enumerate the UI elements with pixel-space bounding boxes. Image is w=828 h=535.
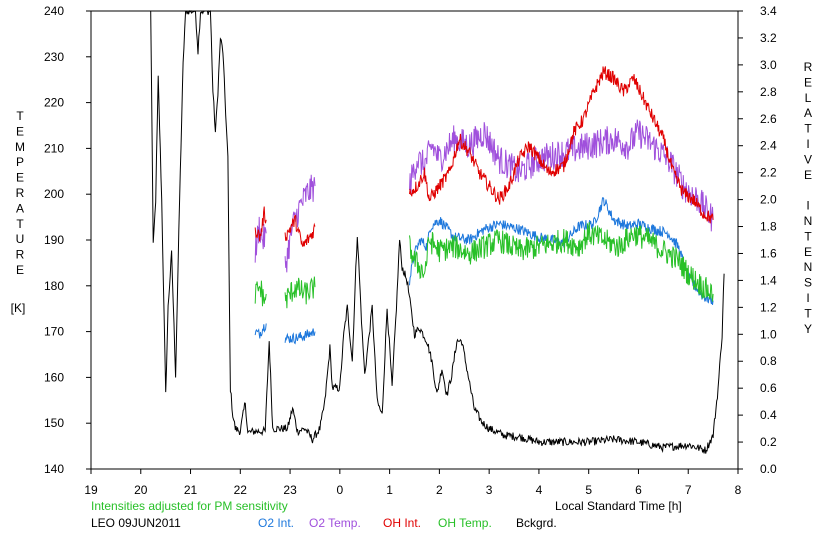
left-axis-letter: A bbox=[16, 201, 24, 215]
right-tick-label: 3.4 bbox=[760, 4, 777, 18]
left-tick-label: 240 bbox=[44, 4, 64, 18]
series-layer bbox=[150, 10, 725, 454]
left-axis-letter: E bbox=[16, 171, 24, 185]
right-tick-label: 1.2 bbox=[760, 300, 777, 314]
site-text: LEO 09JUN2011 bbox=[91, 516, 181, 530]
x-tick-label: 5 bbox=[585, 483, 592, 497]
right-axis-letter: N bbox=[804, 260, 813, 274]
right-axis-letter: L bbox=[805, 91, 812, 105]
series-line-o2-int bbox=[284, 328, 316, 345]
left-axis-letter: E bbox=[16, 263, 24, 277]
x-tick-label: 22 bbox=[234, 483, 248, 497]
x-tick-label: 2 bbox=[436, 483, 443, 497]
left-tick-label: 170 bbox=[44, 325, 64, 339]
left-axis-unit: [K] bbox=[11, 301, 26, 315]
x-tick-label: 3 bbox=[486, 483, 493, 497]
x-tick-label: 8 bbox=[735, 483, 742, 497]
x-tick-label: 23 bbox=[283, 483, 297, 497]
left-tick-label: 160 bbox=[44, 370, 64, 384]
series-line-o2-int bbox=[254, 323, 267, 339]
left-axis-letter: E bbox=[16, 124, 24, 138]
right-tick-label: 1.6 bbox=[760, 246, 777, 260]
left-axis-letter: T bbox=[16, 217, 24, 231]
right-tick-label: 3.0 bbox=[760, 58, 777, 72]
series-line-o2-temp bbox=[254, 216, 267, 263]
right-axis-letter: I bbox=[806, 137, 809, 151]
series-line-oh-int bbox=[409, 66, 714, 224]
series-line-o2-temp bbox=[284, 174, 316, 273]
right-axis-letter: T bbox=[804, 229, 812, 243]
right-axis-letter: I bbox=[806, 291, 809, 305]
series-line-oh-temp bbox=[409, 221, 714, 302]
right-tick-label: 0.6 bbox=[760, 381, 777, 395]
x-axis-title: Local Standard Time [h] bbox=[555, 499, 682, 513]
axis-layer: 1401501601701801902002102202302400.00.20… bbox=[44, 4, 777, 497]
series-line-bckgrd bbox=[150, 10, 725, 454]
left-tick-label: 200 bbox=[44, 187, 64, 201]
right-axis-letter: E bbox=[804, 168, 812, 182]
left-axis-letter: U bbox=[16, 232, 25, 246]
x-tick-label: 0 bbox=[337, 483, 344, 497]
x-tick-label: 1 bbox=[386, 483, 393, 497]
left-axis-letter: P bbox=[16, 155, 24, 169]
x-tick-label: 7 bbox=[685, 483, 692, 497]
right-axis-letter: S bbox=[804, 276, 812, 290]
legend-item: O2 Int. bbox=[258, 516, 294, 530]
right-tick-label: 1.8 bbox=[760, 220, 777, 234]
right-axis-letter: E bbox=[804, 245, 812, 259]
x-tick-label: 4 bbox=[536, 483, 543, 497]
right-axis-letter: A bbox=[804, 106, 812, 120]
left-axis-letter: R bbox=[16, 186, 25, 200]
x-tick-label: 21 bbox=[184, 483, 198, 497]
right-tick-label: 2.8 bbox=[760, 85, 777, 99]
legend-item: OH Int. bbox=[383, 516, 421, 530]
right-axis-letter: N bbox=[804, 214, 813, 228]
series-line-o2-temp bbox=[409, 119, 714, 232]
legend-item: O2 Temp. bbox=[309, 516, 361, 530]
right-tick-label: 0.0 bbox=[760, 462, 777, 476]
left-axis-letter: R bbox=[16, 248, 25, 262]
left-tick-label: 220 bbox=[44, 96, 64, 110]
note-text: Intensities adjusted for PM sensitivity bbox=[91, 499, 288, 513]
x-tick-label: 20 bbox=[134, 483, 148, 497]
right-axis-letter: I bbox=[806, 199, 809, 213]
left-axis-letter: M bbox=[15, 140, 25, 154]
right-axis-letter: T bbox=[804, 306, 812, 320]
right-tick-label: 3.2 bbox=[760, 31, 777, 45]
right-axis-letter: R bbox=[804, 60, 813, 74]
right-tick-label: 1.4 bbox=[760, 273, 777, 287]
right-tick-label: 1.0 bbox=[760, 327, 777, 341]
series-line-oh-temp bbox=[254, 280, 267, 307]
right-tick-label: 0.8 bbox=[760, 354, 777, 368]
right-axis-letter: E bbox=[804, 75, 812, 89]
right-axis-letter: Y bbox=[804, 322, 812, 336]
series-line-oh-temp bbox=[284, 276, 316, 309]
right-tick-label: 2.0 bbox=[760, 193, 777, 207]
left-tick-label: 210 bbox=[44, 141, 64, 155]
series-line-oh-int bbox=[254, 206, 267, 242]
right-tick-label: 2.6 bbox=[760, 112, 777, 126]
series-line-oh-int bbox=[284, 214, 316, 247]
right-tick-label: 0.4 bbox=[760, 408, 777, 422]
text-layer: Intensities adjusted for PM sensitivity … bbox=[11, 60, 813, 530]
legend-item: OH Temp. bbox=[438, 516, 492, 530]
legend-item: Bckgrd. bbox=[516, 516, 557, 530]
left-tick-label: 150 bbox=[44, 416, 64, 430]
right-tick-label: 2.4 bbox=[760, 139, 777, 153]
x-tick-label: 19 bbox=[84, 483, 98, 497]
left-tick-label: 180 bbox=[44, 279, 64, 293]
right-tick-label: 2.2 bbox=[760, 166, 777, 180]
left-axis-letter: T bbox=[16, 109, 24, 123]
left-tick-label: 190 bbox=[44, 233, 64, 247]
left-tick-label: 230 bbox=[44, 50, 64, 64]
right-axis-letter: T bbox=[804, 122, 812, 136]
x-tick-label: 6 bbox=[635, 483, 642, 497]
right-axis-letter: V bbox=[804, 152, 812, 166]
left-tick-label: 140 bbox=[44, 462, 64, 476]
right-tick-label: 0.2 bbox=[760, 435, 777, 449]
